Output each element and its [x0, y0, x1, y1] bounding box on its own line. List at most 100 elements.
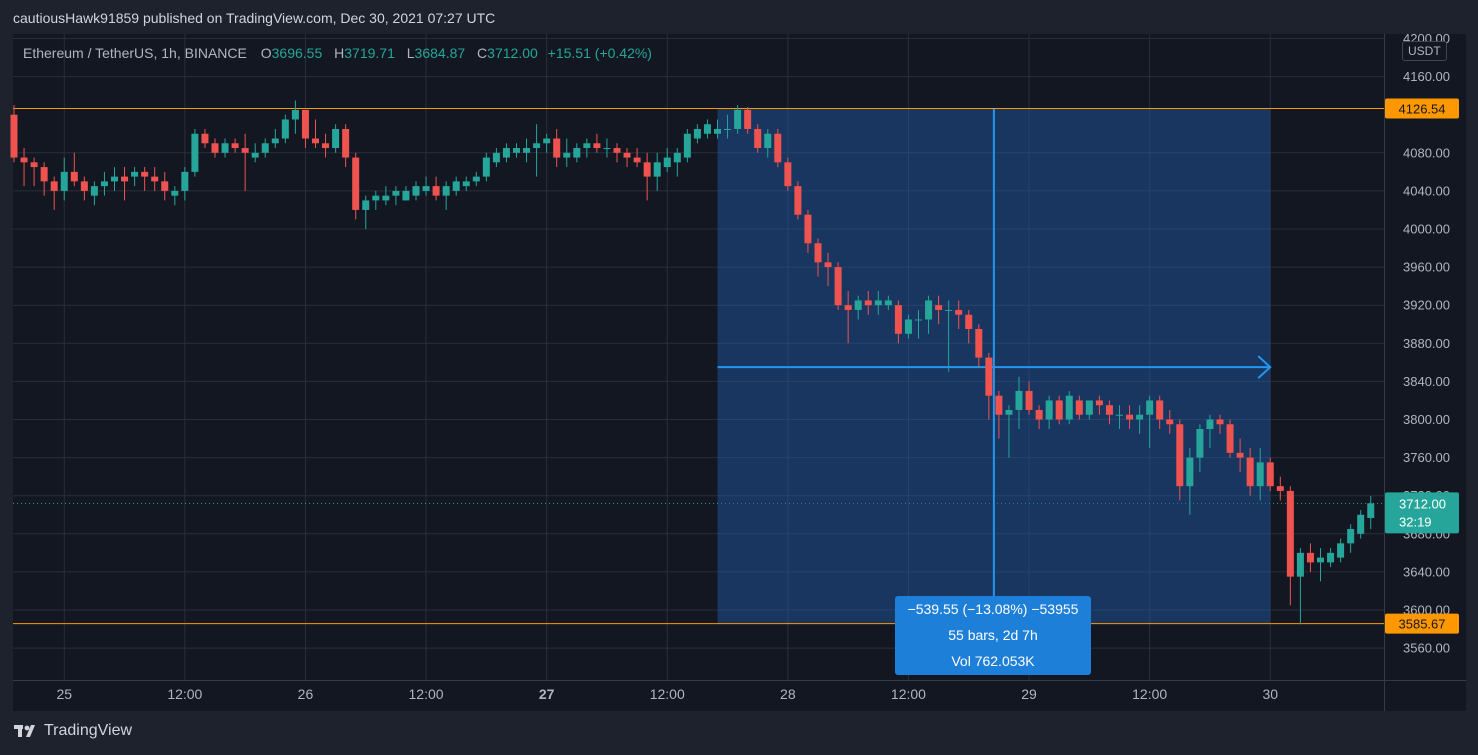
candle-body [291, 109, 299, 120]
candle-body [844, 305, 852, 310]
symbol-title: Ethereum / TetherUS, 1h, BINANCE [23, 45, 247, 61]
candle-body [1005, 409, 1013, 415]
x-tick-label: 12:00 [1132, 686, 1167, 702]
candle-body [1367, 503, 1375, 519]
candle-body [673, 152, 681, 163]
candle-body [543, 138, 551, 144]
candle-body [50, 181, 58, 191]
horizontal-lines[interactable] [13, 107, 1384, 625]
candle-body [121, 176, 129, 182]
candle-body [573, 148, 581, 158]
low-value: 3684.87 [414, 45, 466, 61]
footer-brand[interactable]: TradingView [14, 722, 132, 740]
candle-body [151, 176, 159, 182]
candle-body [1296, 552, 1304, 577]
candle-body [1206, 419, 1214, 430]
measure-range[interactable] [717, 108, 1272, 624]
y-tick-label: 4000.00 [1403, 222, 1450, 237]
candle-body [834, 267, 842, 306]
brand-name: TradingView [44, 722, 133, 739]
candle-body [1286, 490, 1294, 577]
high-label: H [334, 45, 345, 61]
candle-body [70, 171, 78, 182]
candle-body [774, 133, 782, 163]
candle-body [1226, 424, 1234, 453]
candle-body [312, 138, 319, 144]
candle-body [1116, 414, 1123, 416]
y-tick-label: 4040.00 [1403, 183, 1450, 198]
candle-body [342, 128, 350, 158]
candle-body [603, 148, 611, 150]
candle-body [894, 305, 902, 334]
candle-body [653, 162, 661, 177]
candle-body [1256, 462, 1264, 487]
x-tick-label: 25 [56, 686, 72, 702]
y-tick-label: 3800.00 [1403, 412, 1450, 427]
candle-body [583, 143, 591, 149]
x-tick-label: 30 [1262, 686, 1278, 702]
candle-body [452, 181, 460, 191]
candle-body [663, 157, 671, 168]
candle-body [623, 152, 631, 158]
candle-body [100, 181, 108, 187]
y-tick-label: 3640.00 [1403, 564, 1450, 579]
publisher-line: cautiousHawk91859 published on TradingVi… [13, 10, 496, 26]
candle-body [553, 138, 561, 158]
measure-bars: 55 bars, 2d 7h [948, 627, 1038, 643]
candle-body [1176, 424, 1184, 487]
hline-price-badge [1385, 613, 1459, 634]
candle-body [703, 124, 711, 134]
candle-body [372, 195, 380, 201]
candle-body [211, 143, 219, 153]
candle-body [422, 186, 430, 191]
candle-body [794, 186, 802, 215]
candle-body [643, 162, 651, 177]
candle-body [955, 309, 963, 315]
measure-info-box: −539.55 (−13.08%) −53955 55 bars, 2d 7h … [895, 596, 1091, 675]
symbol-legend: Ethereum / TetherUS, 1h, BINANCE O3696.5… [23, 45, 652, 61]
candle-body [181, 171, 189, 191]
currency-button[interactable]: USDT [1402, 41, 1447, 61]
candle-body [1156, 400, 1164, 420]
candle-body [824, 262, 832, 268]
candle-body [764, 133, 772, 149]
open-value: 3696.55 [271, 45, 323, 61]
candle-body [1357, 514, 1365, 534]
candle-body [884, 300, 892, 306]
x-tick-label: 12:00 [409, 686, 444, 702]
candle-body [392, 190, 400, 196]
candle-body [975, 329, 983, 358]
arrow-head-icon [1257, 355, 1272, 379]
candle-body [301, 109, 309, 139]
candle-body [935, 305, 943, 310]
candle-body [10, 114, 18, 158]
candle-body [1246, 457, 1254, 487]
candle-body [462, 181, 470, 187]
candle-body [874, 300, 882, 306]
candle-body [472, 176, 480, 182]
last-price-badge [1385, 492, 1459, 534]
candle-body [362, 200, 370, 210]
candle-body [1015, 390, 1023, 410]
candle-body [1196, 429, 1204, 458]
candle-body [1306, 552, 1314, 563]
low-label: L [406, 45, 415, 61]
candle-body [995, 395, 1003, 415]
candle-body [171, 190, 179, 196]
hline-price-badge [1385, 98, 1459, 119]
candle-body [945, 309, 953, 311]
close-value: 3712.00 [487, 45, 538, 61]
candle-body [221, 143, 229, 153]
candle-body [1236, 452, 1244, 458]
candle-body [241, 148, 249, 153]
candle-body [482, 157, 490, 177]
x-tick-label: 12:00 [650, 686, 685, 702]
candle-body [714, 128, 721, 134]
candle-body [322, 143, 330, 149]
candle-body [80, 181, 88, 191]
candle-body [744, 109, 752, 129]
candle-body [1045, 400, 1053, 420]
bar-countdown-label: 32:19 [1399, 514, 1432, 529]
candle-body [1276, 486, 1284, 491]
